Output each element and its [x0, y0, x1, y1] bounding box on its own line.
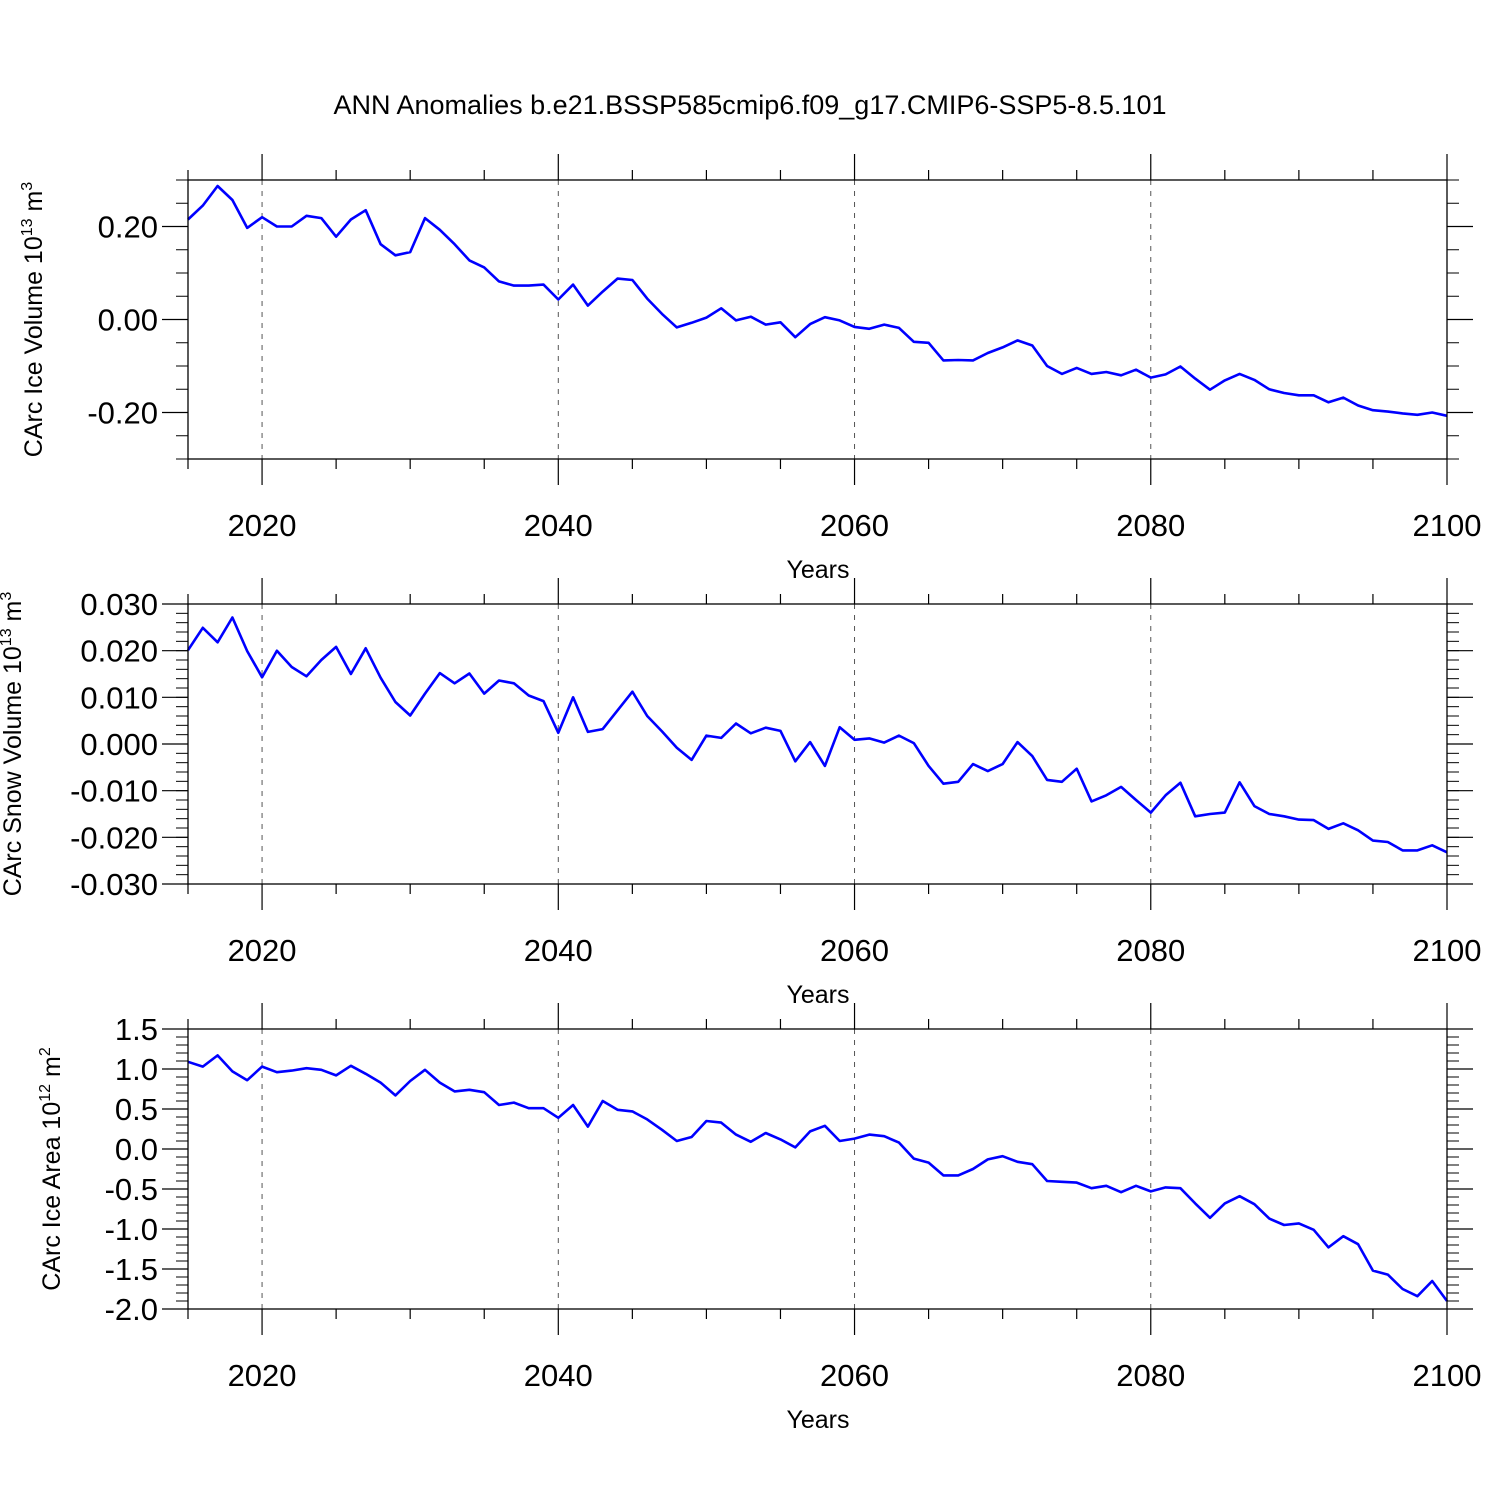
y-tick-label: 0.000: [80, 727, 158, 762]
y-tick-label: -1.0: [105, 1212, 158, 1247]
x-tick-label: 2060: [820, 508, 889, 543]
x-tick-label: 2020: [228, 508, 297, 543]
x-tick-label: 2020: [228, 933, 297, 968]
series-line: [187, 184, 1448, 418]
x-tick-label: 2060: [820, 933, 889, 968]
y-tick-label: -2.0: [105, 1292, 158, 1327]
y-axis-label: CArc Snow Volume 1013 m3: [0, 592, 27, 897]
plot-frame: [187, 603, 1448, 885]
y-tick-label: 0.0: [115, 1132, 158, 1167]
x-tick-label: 2040: [524, 508, 593, 543]
y-tick-label: -0.030: [70, 867, 158, 902]
x-tick-label: 2040: [524, 933, 593, 968]
y-tick-label: 0.00: [98, 303, 158, 338]
page-title: ANN Anomalies b.e21.BSSP585cmip6.f09_g17…: [333, 90, 1167, 120]
y-tick-label: -1.5: [105, 1252, 158, 1287]
x-tick-label: 2080: [1116, 508, 1185, 543]
series-line: [186, 616, 1448, 854]
y-tick-label: 1.5: [115, 1012, 158, 1047]
y-axis-label: CArc Ice Area 1012 m2: [37, 1047, 66, 1291]
y-tick-label: 0.5: [115, 1092, 158, 1127]
y-tick-label: -0.010: [70, 774, 158, 809]
y-tick-label: 0.20: [98, 210, 158, 245]
x-axis-label: Years: [786, 981, 849, 1009]
series-line: [187, 1054, 1449, 1302]
y-tick-label: -0.5: [105, 1172, 158, 1207]
x-tick-label: 2100: [1413, 508, 1482, 543]
y-tick-label: 0.020: [80, 634, 158, 669]
x-tick-label: 2060: [820, 1358, 889, 1393]
y-tick-label: -0.020: [70, 820, 158, 855]
y-axis-label: CArc Ice Volume 1013 m3: [19, 182, 48, 458]
x-tick-label: 2100: [1413, 933, 1482, 968]
y-tick-label: 1.0: [115, 1052, 158, 1087]
x-tick-label: 2020: [228, 1358, 297, 1393]
x-tick-label: 2080: [1116, 1358, 1185, 1393]
y-tick-label: 0.030: [80, 587, 158, 622]
x-tick-label: 2100: [1413, 1358, 1482, 1393]
x-tick-label: 2040: [524, 1358, 593, 1393]
x-axis-label: Years: [786, 556, 849, 584]
plot-frame: [187, 179, 1448, 460]
y-tick-label: 0.010: [80, 680, 158, 715]
x-tick-label: 2080: [1116, 933, 1185, 968]
plot-frame: [187, 1028, 1448, 1310]
y-tick-label: -0.20: [87, 396, 158, 431]
x-axis-label: Years: [786, 1406, 849, 1434]
